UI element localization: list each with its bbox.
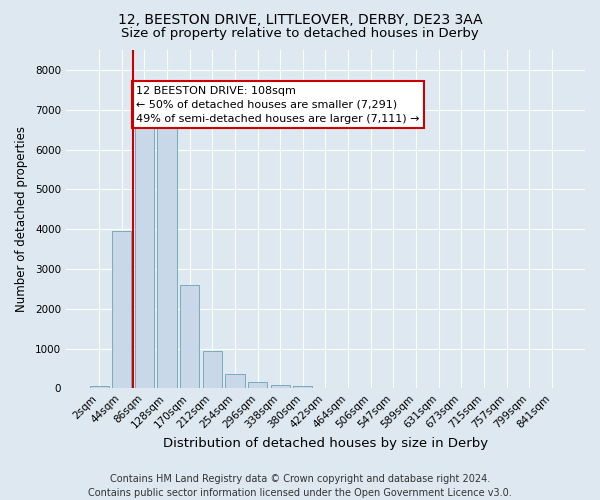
Bar: [271, 385, 290, 388]
Bar: [226, 374, 245, 388]
Bar: [135, 128, 154, 388]
Bar: [203, 350, 222, 389]
Bar: [89, 386, 109, 388]
Bar: [112, 231, 131, 388]
Text: Size of property relative to detached houses in Derby: Size of property relative to detached ho…: [121, 28, 479, 40]
Bar: [180, 285, 199, 389]
Bar: [293, 386, 313, 388]
Text: 12, BEESTON DRIVE, LITTLEOVER, DERBY, DE23 3AA: 12, BEESTON DRIVE, LITTLEOVER, DERBY, DE…: [118, 12, 482, 26]
Text: Contains HM Land Registry data © Crown copyright and database right 2024.
Contai: Contains HM Land Registry data © Crown c…: [88, 474, 512, 498]
Bar: [248, 382, 267, 388]
Y-axis label: Number of detached properties: Number of detached properties: [15, 126, 28, 312]
Text: 12 BEESTON DRIVE: 108sqm
← 50% of detached houses are smaller (7,291)
49% of sem: 12 BEESTON DRIVE: 108sqm ← 50% of detach…: [136, 86, 420, 124]
X-axis label: Distribution of detached houses by size in Derby: Distribution of detached houses by size …: [163, 437, 488, 450]
Bar: [157, 128, 176, 388]
